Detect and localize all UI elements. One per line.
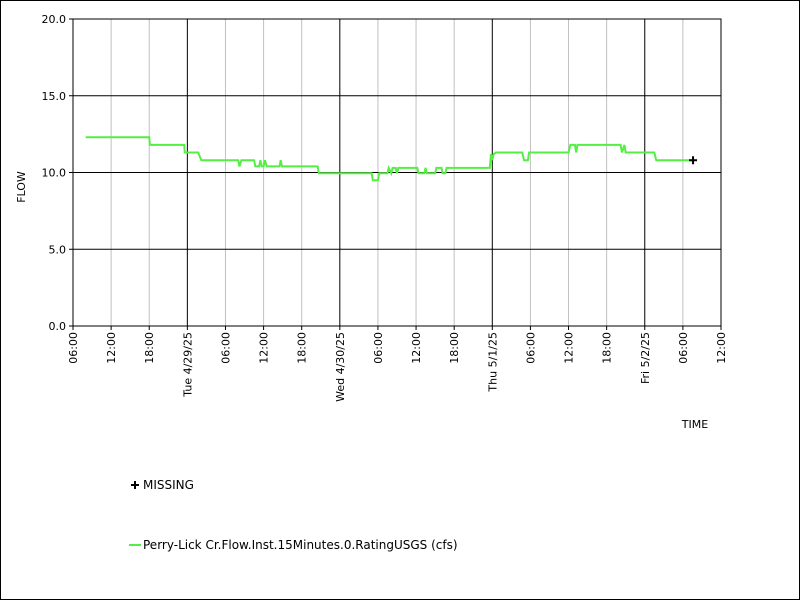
y-tick-label: 0.0 (49, 320, 67, 333)
x-tick-label: 12:00 (105, 332, 118, 364)
missing-markers (689, 156, 698, 165)
x-tick-label: 06:00 (219, 332, 232, 364)
x-axis-label: TIME (681, 418, 708, 431)
x-axis-ticks: 06:00 12:00 18:00 Tue 4/29/25 06:00 12:00 18:0… (67, 326, 728, 402)
y-axis-ticks: 0.0 5.0 10.0 15.0 20.0 (42, 13, 73, 333)
x-tick-label: 12:00 (410, 332, 423, 364)
x-tick-label: 06:00 (67, 332, 80, 364)
x-tick-label: Tue 4/29/25 (181, 332, 194, 398)
x-tick-label: 18:00 (601, 332, 614, 364)
x-tick-label: 18:00 (143, 332, 156, 364)
series-line (85, 136, 693, 182)
legend-label: Perry-Lick Cr.Flow.Inst.15Minutes.0.Rati… (143, 538, 458, 552)
y-tick-label: 15.0 (42, 90, 67, 103)
y-tick-label: 5.0 (49, 243, 67, 256)
x-tick-label: Fri 5/2/25 (639, 332, 652, 384)
y-tick-label: 10.0 (42, 167, 67, 180)
x-tick-label: 18:00 (296, 332, 309, 364)
y-axis-label: FLOW (15, 171, 28, 203)
y-tick-label: 20.0 (42, 13, 67, 26)
x-tick-label: 18:00 (448, 332, 461, 364)
x-tick-label: 06:00 (524, 332, 537, 364)
x-tick-label: 12:00 (715, 332, 728, 364)
x-tick-label: 12:00 (563, 332, 576, 364)
x-tick-label: 06:00 (372, 332, 385, 364)
legend-label: MISSING (143, 478, 194, 492)
x-tick-label: 06:00 (677, 332, 690, 364)
x-tick-label: Thu 5/1/25 (486, 332, 499, 393)
missing-marker (689, 156, 698, 165)
legend: MISSING Perry-Lick Cr.Flow.Inst.15Minutes… (129, 478, 458, 552)
x-tick-label: Wed 4/30/25 (334, 332, 347, 402)
x-tick-label: 12:00 (258, 332, 271, 364)
legend-missing-symbol (131, 481, 139, 489)
series-layer (85, 136, 693, 182)
